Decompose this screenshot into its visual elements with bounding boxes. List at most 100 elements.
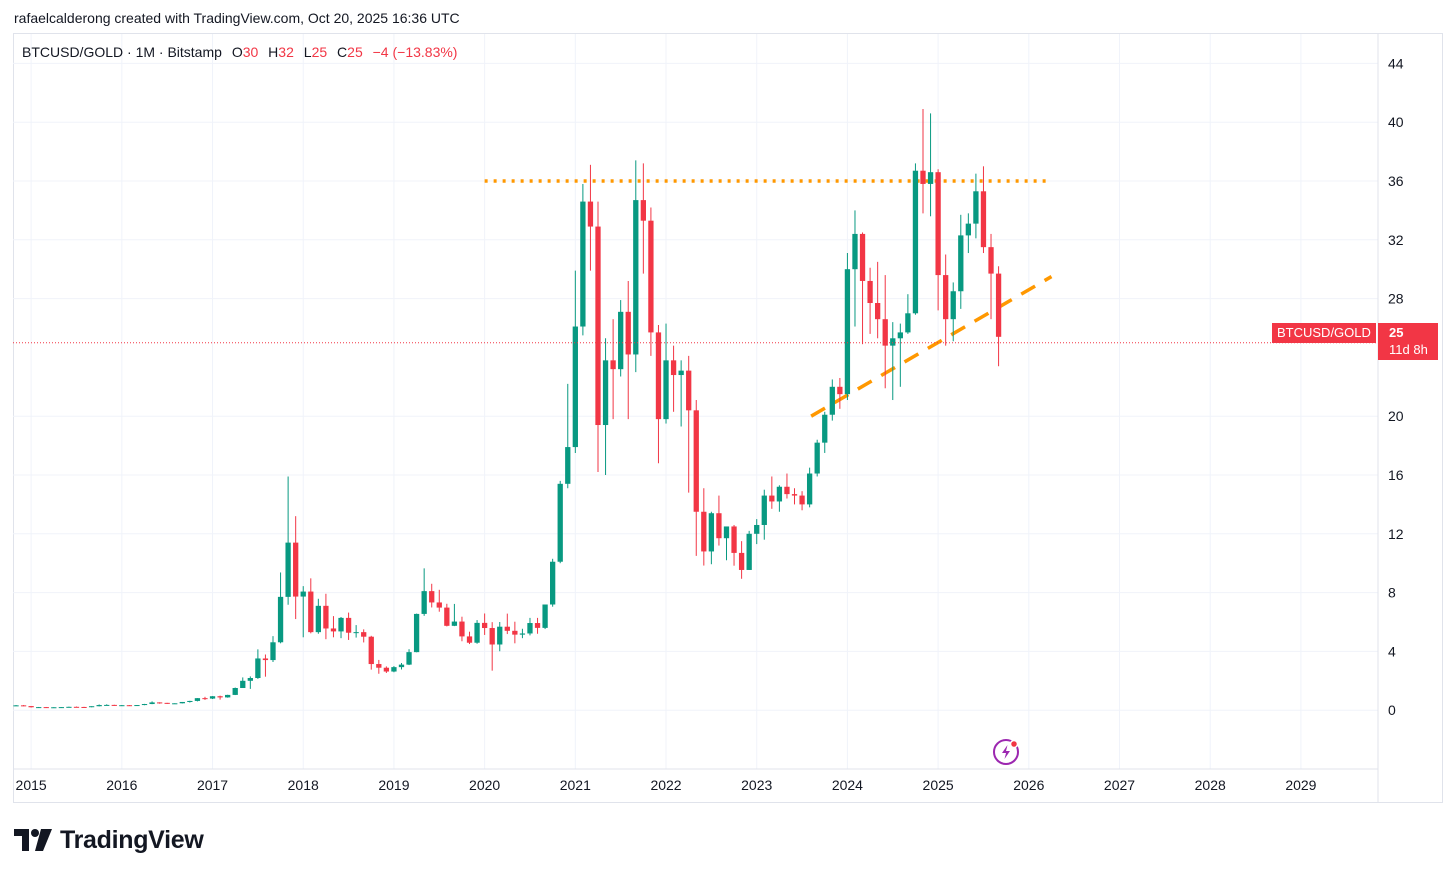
candle-body xyxy=(723,526,730,539)
candle-body xyxy=(806,473,813,505)
candle-body xyxy=(361,632,367,637)
candle-body xyxy=(232,688,238,695)
candle-body xyxy=(912,170,919,314)
symbol-name[interactable]: BTCUSD/GOLD · 1M · Bitstamp xyxy=(22,44,222,60)
chart-attribution: rafaelcalderong created with TradingView… xyxy=(14,10,460,26)
candle-body xyxy=(376,664,382,668)
time-axis: 2015 2016 2017 2018 2019 2020 2021 2022 2023 2024… xyxy=(16,777,1317,793)
price-axis: 0 4 8 12 16 20 28 32 36 40 44 xyxy=(1388,55,1404,718)
candle-body xyxy=(731,526,737,553)
candle-body xyxy=(708,513,715,552)
y-tick-label: 20 xyxy=(1388,408,1404,424)
candle-body xyxy=(134,705,140,707)
candle-body xyxy=(595,226,601,426)
candle-body xyxy=(111,704,117,706)
candle-body xyxy=(534,623,541,628)
candle-body xyxy=(81,706,87,708)
candle-body xyxy=(489,628,495,645)
candle-body xyxy=(13,705,19,707)
y-tick-label: 4 xyxy=(1388,643,1396,659)
y-tick-label: 16 xyxy=(1388,467,1404,483)
candle-body xyxy=(867,280,873,304)
candle-body xyxy=(587,201,594,227)
candle-body xyxy=(572,326,578,448)
candles xyxy=(13,108,1002,709)
candle-body xyxy=(474,622,480,643)
x-tick-label: 2015 xyxy=(16,777,47,793)
tradingview-logo-icon xyxy=(14,829,52,851)
open-label: O xyxy=(231,44,243,60)
candle-body xyxy=(512,630,518,635)
candle-body xyxy=(973,191,979,224)
candle-body xyxy=(436,602,442,608)
candle-body xyxy=(814,442,820,474)
candle-body xyxy=(20,705,27,707)
candle-body xyxy=(88,706,95,708)
candle-body xyxy=(429,591,435,603)
candle-body xyxy=(746,533,752,570)
y-tick-label: 0 xyxy=(1388,702,1396,718)
low-value: 25 xyxy=(311,44,328,60)
candle-body xyxy=(353,632,359,634)
x-tick-label: 2016 xyxy=(106,777,137,793)
candle-body xyxy=(988,247,994,274)
candle-body xyxy=(784,486,790,495)
candle-body xyxy=(890,338,896,346)
candle-body xyxy=(43,707,49,709)
candle-body xyxy=(104,704,110,706)
candle-body xyxy=(119,705,125,707)
symbol-legend[interactable]: BTCUSD/GOLD · 1M · Bitstamp O30 H32 L25 … xyxy=(22,44,457,60)
chart-frame xyxy=(13,33,1443,803)
candle-body xyxy=(565,447,571,484)
x-tick-label: 2018 xyxy=(288,777,319,793)
candle-body xyxy=(920,170,926,184)
flash-icon[interactable] xyxy=(992,738,1020,766)
candle-body xyxy=(943,275,949,320)
candle-body xyxy=(149,702,155,705)
candle-body xyxy=(51,707,57,709)
x-tick-label: 2029 xyxy=(1285,777,1316,793)
candle-body xyxy=(240,680,246,689)
candle-body xyxy=(391,667,397,672)
brand-name: TradingView xyxy=(60,825,204,854)
candle-body xyxy=(225,694,231,698)
candle-body xyxy=(738,552,745,570)
close-value: 25 xyxy=(347,44,363,60)
candle-body xyxy=(293,542,299,597)
x-tick-label: 2024 xyxy=(832,777,863,793)
candle-body xyxy=(315,605,321,633)
x-tick-label: 2027 xyxy=(1104,777,1135,793)
candle-body xyxy=(141,704,148,706)
candle-body xyxy=(625,311,631,355)
open-value: 30 xyxy=(242,44,259,60)
support-trendline xyxy=(810,275,1053,418)
candle-body xyxy=(527,623,533,634)
candle-body xyxy=(28,706,34,708)
candle-body xyxy=(980,191,987,248)
x-tick-label: 2021 xyxy=(560,777,591,793)
candle-body xyxy=(648,220,654,333)
low-label: L xyxy=(303,44,312,60)
x-tick-label: 2028 xyxy=(1195,777,1226,793)
candle-body xyxy=(504,626,510,631)
high-label: H xyxy=(268,44,279,60)
candle-body xyxy=(791,494,798,496)
y-tick-label: 12 xyxy=(1388,526,1404,542)
candle-body xyxy=(663,360,669,420)
last-price-label: 25 11d 8h xyxy=(1378,323,1438,360)
candle-body xyxy=(255,658,261,679)
candle-body xyxy=(36,707,42,709)
symbol-price-tag: BTCUSD/GOLD xyxy=(1272,323,1376,343)
candle-body xyxy=(769,495,775,502)
candle-body xyxy=(701,511,707,552)
candle-body xyxy=(550,561,556,605)
candle-body xyxy=(678,370,684,376)
x-tick-label: 2023 xyxy=(741,777,772,793)
candle-body xyxy=(156,702,163,704)
candle-body xyxy=(958,235,964,292)
candle-body xyxy=(187,700,193,702)
tradingview-brand[interactable]: TradingView xyxy=(14,824,204,856)
candle-body xyxy=(618,311,624,370)
candle-body xyxy=(345,617,352,633)
